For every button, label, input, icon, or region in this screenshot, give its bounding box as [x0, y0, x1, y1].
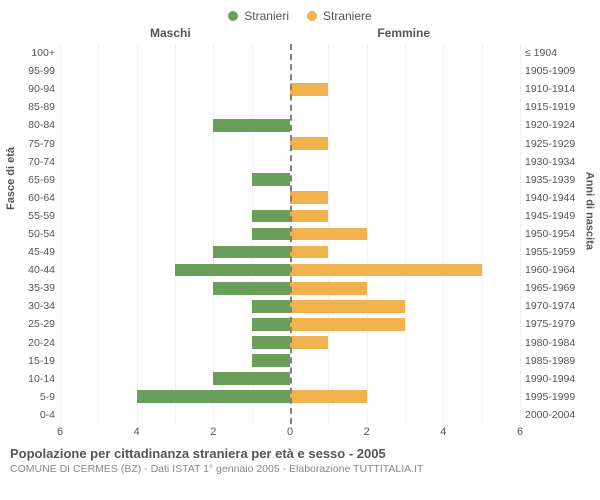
bar-female [290, 228, 367, 241]
age-label: 75-79 [0, 134, 55, 152]
plot-area: 100+≤ 190495-991905-190990-941910-191485… [60, 44, 520, 424]
chart-footer: Popolazione per cittadinanza straniera p… [0, 442, 600, 475]
age-label: 5-9 [0, 388, 55, 406]
bar-female [290, 83, 328, 96]
age-label: 100+ [0, 44, 55, 62]
birth-year-label: 1950-1954 [525, 225, 600, 243]
birth-year-label: 1930-1934 [525, 153, 600, 171]
column-headers: Maschi Femmine [0, 26, 600, 44]
chart-title: Popolazione per cittadinanza straniera p… [10, 446, 590, 461]
bar-male [213, 282, 290, 295]
grid-line [520, 44, 521, 424]
bar-female [290, 246, 328, 259]
age-label: 90-94 [0, 80, 55, 98]
x-tick: 4 [134, 426, 140, 438]
birth-year-label: 1995-1999 [525, 388, 600, 406]
age-label: 10-14 [0, 370, 55, 388]
bar-male [175, 264, 290, 277]
header-male: Maschi [150, 26, 191, 40]
age-label: 60-64 [0, 189, 55, 207]
birth-year-label: 1920-1924 [525, 116, 600, 134]
age-label: 40-44 [0, 261, 55, 279]
birth-year-label: 1965-1969 [525, 279, 600, 297]
birth-year-label: 1990-1994 [525, 370, 600, 388]
birth-year-label: 1980-1984 [525, 334, 600, 352]
x-tick: 4 [440, 426, 446, 438]
x-tick: 6 [57, 426, 63, 438]
birth-year-label: 1935-1939 [525, 171, 600, 189]
chart-container: Fasce di età Anni di nascita Stranieri S… [0, 0, 600, 500]
age-label: 25-29 [0, 315, 55, 333]
bar-male [252, 210, 290, 223]
age-label: 0-4 [0, 406, 55, 424]
age-label: 15-19 [0, 352, 55, 370]
bar-male [252, 354, 290, 367]
bar-female [290, 137, 328, 150]
age-label: 50-54 [0, 225, 55, 243]
bar-male [213, 119, 290, 132]
legend-swatch-male [228, 11, 238, 21]
birth-year-label: 1985-1989 [525, 352, 600, 370]
birth-year-label: 1905-1909 [525, 62, 600, 80]
legend-label-female: Straniere [323, 9, 372, 23]
age-label: 45-49 [0, 243, 55, 261]
age-label: 80-84 [0, 116, 55, 134]
bar-female [290, 390, 367, 403]
birth-year-label: 1940-1944 [525, 189, 600, 207]
bar-male [252, 336, 290, 349]
bar-male [252, 228, 290, 241]
age-label: 95-99 [0, 62, 55, 80]
bar-male [252, 173, 290, 186]
legend-label-male: Stranieri [244, 9, 289, 23]
bar-female [290, 300, 405, 313]
legend-item-male: Stranieri [228, 6, 289, 26]
bar-male [213, 372, 290, 385]
birth-year-label: 1915-1919 [525, 98, 600, 116]
birth-year-label: 1970-1974 [525, 297, 600, 315]
birth-year-label: 2000-2004 [525, 406, 600, 424]
bar-male [252, 300, 290, 313]
birth-year-label: 1975-1979 [525, 315, 600, 333]
age-label: 35-39 [0, 279, 55, 297]
legend-item-female: Straniere [307, 6, 372, 26]
chart-subtitle: COMUNE DI CERMES (BZ) - Dati ISTAT 1° ge… [10, 461, 590, 475]
age-label: 30-34 [0, 297, 55, 315]
birth-year-label: 1955-1959 [525, 243, 600, 261]
bar-female [290, 264, 482, 277]
age-label: 65-69 [0, 171, 55, 189]
x-axis: 6 4 2 0 2 4 6 [60, 424, 520, 442]
legend-swatch-female [307, 11, 317, 21]
age-label: 55-59 [0, 207, 55, 225]
birth-year-label: 1910-1914 [525, 80, 600, 98]
bar-male [137, 390, 290, 403]
zero-line [290, 44, 292, 424]
bar-male [213, 246, 290, 259]
bar-male [252, 318, 290, 331]
age-label: 70-74 [0, 153, 55, 171]
birth-year-label: 1925-1929 [525, 134, 600, 152]
bar-female [290, 191, 328, 204]
birth-year-label: ≤ 1904 [525, 44, 600, 62]
x-tick: 2 [210, 426, 216, 438]
age-label: 85-89 [0, 98, 55, 116]
x-tick: 6 [517, 426, 523, 438]
x-tick: 0 [287, 426, 293, 438]
bar-female [290, 318, 405, 331]
bar-female [290, 282, 367, 295]
bar-female [290, 336, 328, 349]
legend: Stranieri Straniere [0, 0, 600, 26]
header-female: Femmine [377, 26, 430, 40]
birth-year-label: 1945-1949 [525, 207, 600, 225]
bar-female [290, 210, 328, 223]
birth-year-label: 1960-1964 [525, 261, 600, 279]
age-label: 20-24 [0, 334, 55, 352]
x-tick: 2 [364, 426, 370, 438]
